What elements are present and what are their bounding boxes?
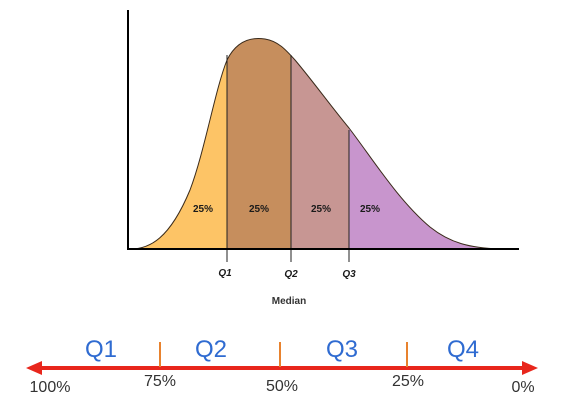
segment-label-q2: 25%: [249, 204, 269, 215]
segment-label-q4: 25%: [360, 204, 380, 215]
quartile-name-q3: Q3: [326, 336, 358, 363]
segment-label-q1: 25%: [193, 204, 213, 215]
q2-region: [227, 38, 291, 250]
percent-label-25: 25%: [392, 373, 424, 390]
marker-q2: Q2: [284, 269, 298, 280]
arrow-left-head: [26, 361, 42, 375]
median-label: Median: [272, 296, 306, 307]
quartile-name-q4: Q4: [447, 336, 479, 363]
quartile-scale: Q1 Q2 Q3 Q4 100% 75% 50% 25% 0%: [26, 336, 538, 396]
quartile-name-q2: Q2: [195, 336, 227, 363]
quartile-name-q1: Q1: [85, 336, 117, 363]
percent-label-75: 75%: [144, 373, 176, 390]
distribution-curve: [127, 38, 501, 262]
percent-label-0: 0%: [511, 379, 534, 396]
curve-outline: [127, 38, 501, 250]
percent-label-50: 50%: [266, 378, 298, 395]
marker-q1: Q1: [218, 268, 232, 279]
percent-label-100: 100%: [30, 379, 71, 396]
marker-q3: Q3: [342, 269, 356, 280]
segment-label-q3: 25%: [311, 204, 331, 215]
q3-region: [291, 38, 349, 250]
arrow-right-head: [522, 361, 538, 375]
q4-region: [349, 38, 500, 250]
